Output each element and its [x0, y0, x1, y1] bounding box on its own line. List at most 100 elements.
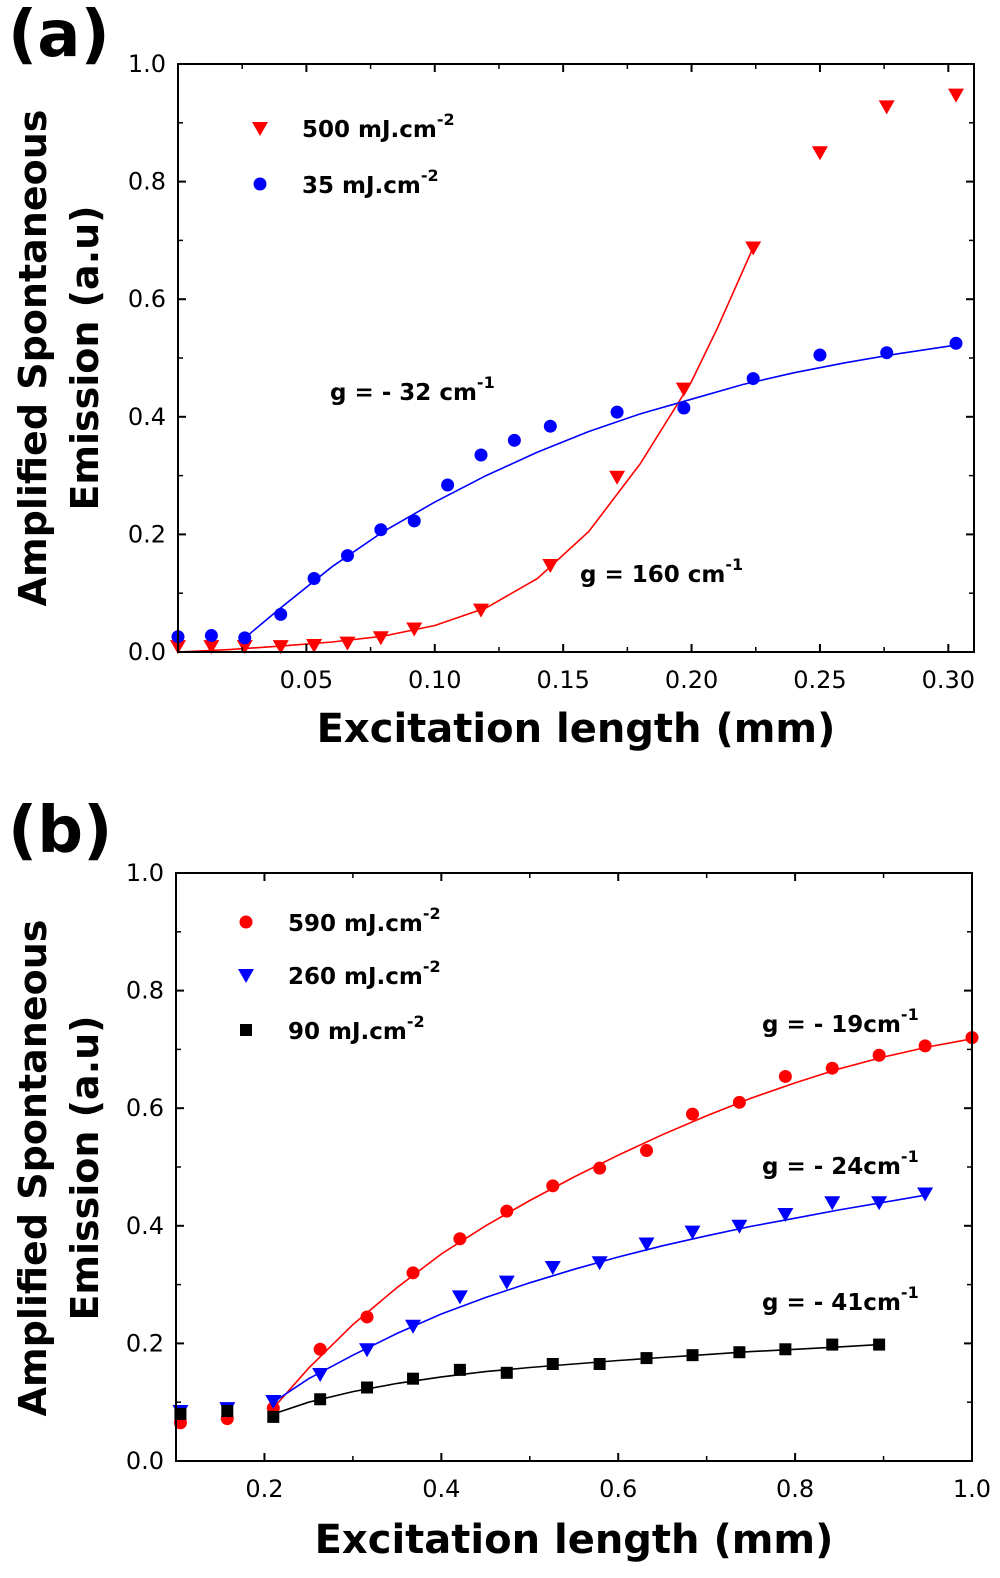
data-point — [746, 372, 760, 386]
data-point — [675, 382, 692, 397]
legend-label-main: 35 mJ.cm — [302, 173, 421, 199]
data-point — [779, 1343, 792, 1356]
data-point — [267, 1410, 280, 1423]
legend-label-main: 590 mJ.cm — [288, 911, 423, 937]
gain-annotation-superscript: -1 — [901, 1283, 919, 1302]
data-point — [948, 88, 965, 103]
legend-label-main: 500 mJ.cm — [302, 117, 437, 143]
gain-annotation-main: g = 160 cm — [580, 562, 725, 588]
y-tick-label: 0.0 — [126, 1447, 164, 1475]
legend-marker — [239, 915, 253, 929]
gain-annotation-main: g = - 32 cm — [330, 380, 477, 406]
data-point — [871, 1196, 888, 1211]
data-point — [546, 1179, 560, 1193]
legend-label-superscript: -2 — [407, 1012, 425, 1031]
data-point — [306, 638, 323, 653]
data-point — [731, 1219, 748, 1234]
data-point — [272, 640, 289, 655]
x-tick-label: 0.05 — [280, 666, 333, 694]
x-tick-label: 1.0 — [953, 1475, 991, 1503]
data-point — [544, 1260, 561, 1275]
data-point — [543, 419, 557, 433]
y-tick-label: 0.6 — [128, 285, 166, 313]
y-tick-label: 0.8 — [126, 977, 164, 1005]
chart-panel-b: (b) 0.0 0.2 0.4 0.6 0.8 1.0 0.2 0.4 0.6 0.8 1.0 Exci… — [8, 794, 991, 1563]
y-axis-label-line1: Amplified Spontaneous — [11, 110, 55, 607]
chart-panel-a: (a) 0.0 0.2 0.4 0.6 0.8 1.0 0.05 0.10 0.15 0.20 0.2… — [8, 0, 975, 752]
data-point — [472, 603, 489, 618]
gain-annotation-main: g = - 24cm — [762, 1154, 901, 1180]
fit-line-1 — [272, 1038, 973, 1409]
gain-annotation-main: g = - 41cm — [762, 1290, 901, 1316]
gain-annotation: g = 160 cm-1 — [580, 555, 743, 588]
x-tick-label: 0.8 — [776, 1475, 814, 1503]
x-tick-label: 0.4 — [422, 1475, 460, 1503]
data-point — [372, 631, 389, 646]
gain-annotation-superscript: -1 — [901, 1147, 919, 1166]
legend-label-main: 260 mJ.cm — [288, 964, 423, 990]
legend-marker — [238, 969, 254, 983]
gain-annotation-superscript: -1 — [477, 373, 495, 392]
data-point — [265, 1395, 282, 1410]
legend-label-main: 90 mJ.cm — [288, 1019, 407, 1045]
legend-label-superscript: -2 — [421, 166, 439, 185]
panel-label: (a) — [8, 0, 110, 72]
data-point — [361, 1381, 374, 1394]
y-tick-label: 0.6 — [126, 1094, 164, 1122]
x-axis-label: Excitation length (mm) — [315, 1517, 834, 1563]
data-point — [591, 1256, 608, 1271]
data-point — [542, 558, 559, 573]
data-point — [360, 1310, 374, 1324]
gain-annotation: g = - 19cm-1 — [762, 1005, 919, 1038]
data-point — [686, 1349, 699, 1362]
data-point — [745, 241, 762, 256]
data-point — [374, 523, 388, 537]
data-point — [640, 1144, 654, 1158]
y-tick-label: 0.0 — [128, 638, 166, 666]
data-point — [733, 1346, 746, 1359]
y-tick-label: 0.4 — [126, 1212, 164, 1240]
data-point — [312, 1367, 329, 1382]
gain-annotation-superscript: -1 — [901, 1005, 919, 1024]
data-point — [593, 1161, 607, 1175]
legend-marker — [253, 177, 267, 191]
y-axis-label-line1: Amplified Spontaneous — [11, 920, 55, 1417]
legend-label-superscript: -2 — [423, 957, 441, 976]
data-point — [238, 631, 252, 645]
data-point — [873, 1338, 886, 1351]
x-axis-label: Excitation length (mm) — [317, 706, 836, 752]
data-point — [777, 1208, 794, 1223]
data-point — [826, 1338, 839, 1351]
x-tick-label: 0.30 — [922, 666, 975, 694]
x-tick-label: 0.2 — [245, 1475, 283, 1503]
legend-label: 90 mJ.cm-2 — [288, 1012, 425, 1045]
data-point — [204, 629, 218, 643]
x-tick-label: 0.10 — [408, 666, 461, 694]
legend-label: 500 mJ.cm-2 — [302, 110, 455, 143]
data-point — [453, 1232, 467, 1246]
y-tick-label: 0.2 — [128, 520, 166, 548]
data-point — [811, 146, 828, 161]
series-2 — [171, 336, 963, 645]
y-axis-label-line2: Emission (a.u) — [63, 205, 107, 510]
data-point — [686, 1107, 700, 1121]
fit-line-1 — [177, 247, 754, 653]
gain-annotation: g = - 24cm-1 — [762, 1147, 919, 1180]
series-1 — [173, 1031, 979, 1430]
data-point — [340, 549, 354, 563]
x-tick-label: 0.15 — [536, 666, 589, 694]
x-tick-label: 0.25 — [793, 666, 846, 694]
y-axis-label-line2: Emission (a.u) — [63, 1015, 107, 1320]
data-point — [453, 1363, 466, 1376]
data-point — [918, 1039, 932, 1053]
data-point — [813, 348, 827, 362]
data-point — [638, 1237, 655, 1252]
data-point — [677, 401, 691, 415]
data-point — [407, 1372, 420, 1385]
series-3 — [174, 1338, 886, 1423]
data-point — [307, 572, 321, 585]
legend-label: 260 mJ.cm-2 — [288, 957, 441, 990]
data-point — [500, 1204, 514, 1218]
data-point — [546, 1357, 559, 1370]
data-point — [610, 405, 624, 419]
